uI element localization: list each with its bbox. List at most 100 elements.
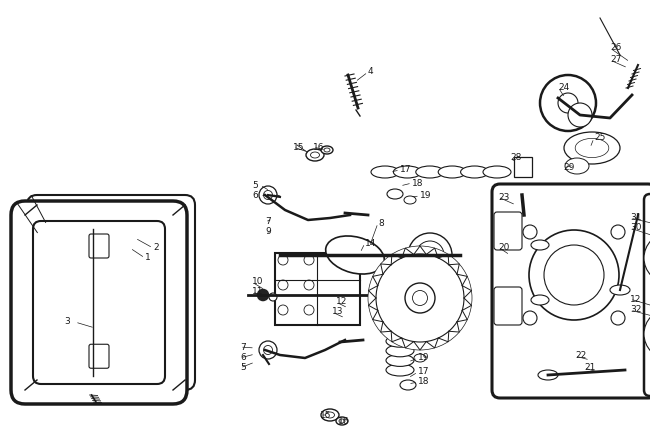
Ellipse shape bbox=[339, 419, 345, 423]
Ellipse shape bbox=[565, 158, 589, 174]
Text: 5: 5 bbox=[252, 180, 258, 190]
Circle shape bbox=[413, 291, 428, 306]
FancyBboxPatch shape bbox=[492, 184, 650, 398]
Ellipse shape bbox=[538, 370, 558, 380]
Ellipse shape bbox=[321, 409, 339, 421]
Ellipse shape bbox=[326, 236, 384, 274]
Ellipse shape bbox=[483, 166, 511, 178]
Text: 18: 18 bbox=[412, 179, 424, 187]
Text: 31: 31 bbox=[630, 213, 642, 223]
Ellipse shape bbox=[531, 240, 549, 250]
Text: 27: 27 bbox=[610, 56, 621, 64]
Circle shape bbox=[304, 305, 314, 315]
Ellipse shape bbox=[387, 189, 403, 199]
Ellipse shape bbox=[324, 148, 330, 152]
FancyBboxPatch shape bbox=[514, 157, 532, 177]
FancyBboxPatch shape bbox=[11, 201, 187, 404]
Text: 25: 25 bbox=[594, 134, 605, 142]
Ellipse shape bbox=[393, 166, 421, 178]
Text: 18: 18 bbox=[418, 377, 430, 386]
Text: 20: 20 bbox=[498, 243, 510, 251]
FancyBboxPatch shape bbox=[27, 195, 195, 390]
Circle shape bbox=[259, 341, 277, 359]
Ellipse shape bbox=[400, 380, 416, 390]
Text: 8: 8 bbox=[378, 218, 383, 228]
Ellipse shape bbox=[371, 166, 399, 178]
Text: 16: 16 bbox=[313, 142, 324, 152]
Circle shape bbox=[304, 255, 314, 265]
Ellipse shape bbox=[386, 364, 414, 376]
FancyBboxPatch shape bbox=[494, 212, 522, 250]
Ellipse shape bbox=[404, 196, 416, 204]
Text: 9: 9 bbox=[265, 228, 271, 236]
Ellipse shape bbox=[321, 146, 333, 154]
Circle shape bbox=[611, 311, 625, 325]
Circle shape bbox=[376, 254, 464, 342]
Ellipse shape bbox=[531, 295, 549, 305]
Circle shape bbox=[568, 103, 592, 127]
FancyBboxPatch shape bbox=[89, 234, 109, 258]
Text: 1: 1 bbox=[145, 254, 151, 262]
Text: 2: 2 bbox=[153, 243, 159, 253]
Circle shape bbox=[278, 280, 288, 290]
Text: 5: 5 bbox=[240, 363, 246, 373]
FancyBboxPatch shape bbox=[89, 344, 109, 368]
Text: 17: 17 bbox=[400, 165, 411, 175]
Text: 12: 12 bbox=[630, 295, 642, 303]
Text: 3: 3 bbox=[64, 318, 70, 326]
Ellipse shape bbox=[386, 316, 414, 328]
Text: 7: 7 bbox=[240, 343, 246, 351]
Ellipse shape bbox=[311, 152, 320, 158]
Text: 26: 26 bbox=[610, 44, 621, 52]
Circle shape bbox=[416, 241, 444, 269]
Circle shape bbox=[263, 345, 272, 355]
Circle shape bbox=[644, 233, 650, 283]
Ellipse shape bbox=[326, 412, 335, 418]
Ellipse shape bbox=[306, 149, 324, 161]
Circle shape bbox=[269, 293, 277, 301]
Circle shape bbox=[558, 93, 578, 113]
Ellipse shape bbox=[386, 335, 414, 347]
FancyBboxPatch shape bbox=[275, 253, 360, 325]
Text: 11: 11 bbox=[252, 288, 263, 296]
Circle shape bbox=[408, 233, 452, 277]
Text: 32: 32 bbox=[630, 306, 642, 314]
Text: 23: 23 bbox=[498, 193, 510, 202]
Text: 30: 30 bbox=[630, 224, 642, 232]
Text: 28: 28 bbox=[510, 153, 521, 162]
Ellipse shape bbox=[386, 325, 414, 338]
Text: 4: 4 bbox=[368, 67, 374, 76]
Circle shape bbox=[644, 309, 650, 359]
Ellipse shape bbox=[540, 75, 596, 131]
Circle shape bbox=[523, 225, 537, 239]
Ellipse shape bbox=[438, 166, 466, 178]
Text: 10: 10 bbox=[252, 277, 263, 287]
Ellipse shape bbox=[575, 138, 609, 157]
Circle shape bbox=[278, 255, 288, 265]
Text: 6: 6 bbox=[240, 354, 246, 363]
Circle shape bbox=[278, 305, 288, 315]
Text: 19: 19 bbox=[418, 354, 430, 363]
Circle shape bbox=[529, 230, 619, 320]
Text: 6: 6 bbox=[252, 191, 258, 199]
Circle shape bbox=[368, 246, 472, 350]
FancyBboxPatch shape bbox=[494, 287, 522, 325]
Circle shape bbox=[611, 225, 625, 239]
Ellipse shape bbox=[336, 417, 348, 425]
Text: 19: 19 bbox=[420, 191, 432, 201]
Text: 13: 13 bbox=[332, 307, 343, 317]
Ellipse shape bbox=[414, 354, 426, 362]
Text: 17: 17 bbox=[418, 367, 430, 377]
Text: 16: 16 bbox=[338, 418, 350, 426]
Circle shape bbox=[256, 288, 270, 302]
Ellipse shape bbox=[386, 345, 414, 357]
FancyBboxPatch shape bbox=[33, 221, 165, 384]
Text: 24: 24 bbox=[558, 82, 569, 91]
Text: 14: 14 bbox=[365, 239, 376, 247]
Text: 15: 15 bbox=[320, 411, 332, 419]
Ellipse shape bbox=[610, 285, 630, 295]
Circle shape bbox=[544, 245, 604, 305]
Circle shape bbox=[263, 191, 272, 199]
Ellipse shape bbox=[564, 132, 620, 164]
Text: 29: 29 bbox=[563, 164, 575, 172]
